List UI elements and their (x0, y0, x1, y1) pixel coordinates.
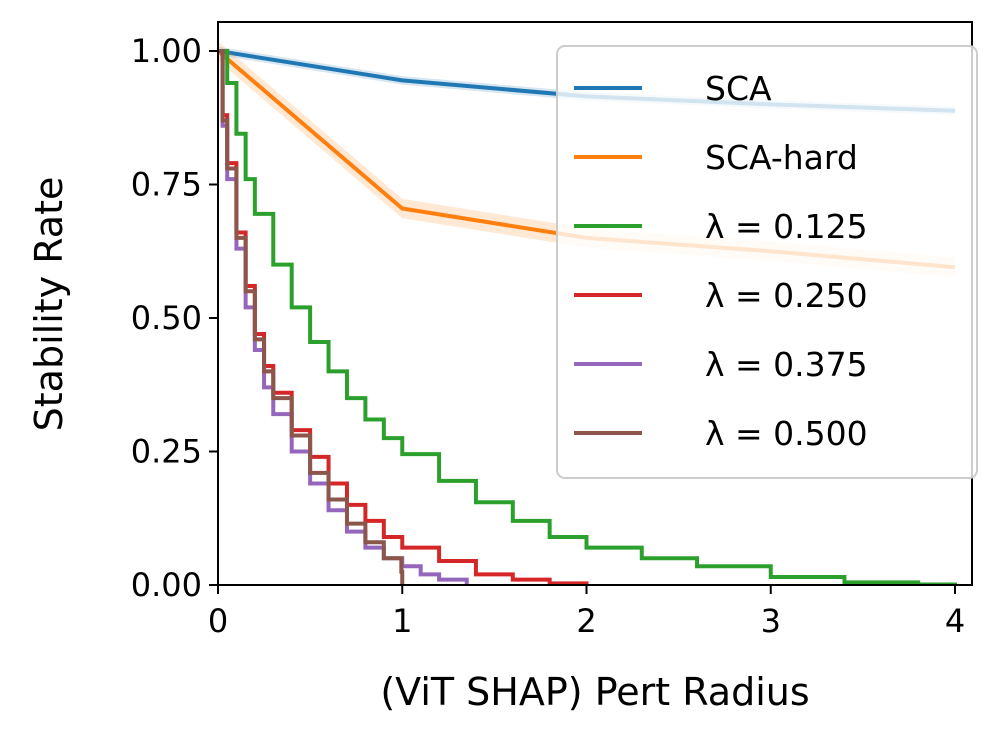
y-tick-label: 0.75 (131, 166, 202, 204)
x-tick-label: 0 (208, 602, 228, 640)
legend-box (556, 45, 978, 479)
legend-label--0-375: λ = 0.375 (705, 345, 868, 384)
legend-label--0-500: λ = 0.500 (705, 414, 868, 453)
series-band-sca-hard (218, 41, 955, 277)
x-tick-label: 3 (761, 602, 781, 640)
axes-layer: 0 1 2 3 4 0.00 0.25 0.50 0.75 1.00 (131, 21, 973, 640)
legend-label--0-125: λ = 0.125 (705, 207, 868, 246)
y-tick-label: 0.25 (131, 433, 202, 471)
legend-label-sca: SCA (705, 69, 772, 108)
y-tick-label: 0.00 (131, 566, 202, 604)
legend-label-sca-hard: SCA-hard (705, 138, 858, 177)
series-line--0-500 (218, 49, 405, 585)
y-axis-label: Stability Rate (27, 177, 71, 432)
y-tick-label: 1.00 (131, 32, 202, 70)
x-tick-label: 4 (945, 602, 965, 640)
legend-label--0-250: λ = 0.250 (705, 276, 868, 315)
y-tick-label: 0.50 (131, 299, 202, 337)
legend: SCA SCA-hard λ = 0.125 λ = 0.250 λ = 0.375 λ … (556, 45, 978, 479)
x-tick-label: 2 (576, 602, 596, 640)
series-line--0-250 (218, 49, 589, 585)
x-axis-label: (ViT SHAP) Pert Radius (380, 670, 809, 714)
x-tick-label: 1 (392, 602, 412, 640)
series-line--0-125 (218, 49, 957, 585)
